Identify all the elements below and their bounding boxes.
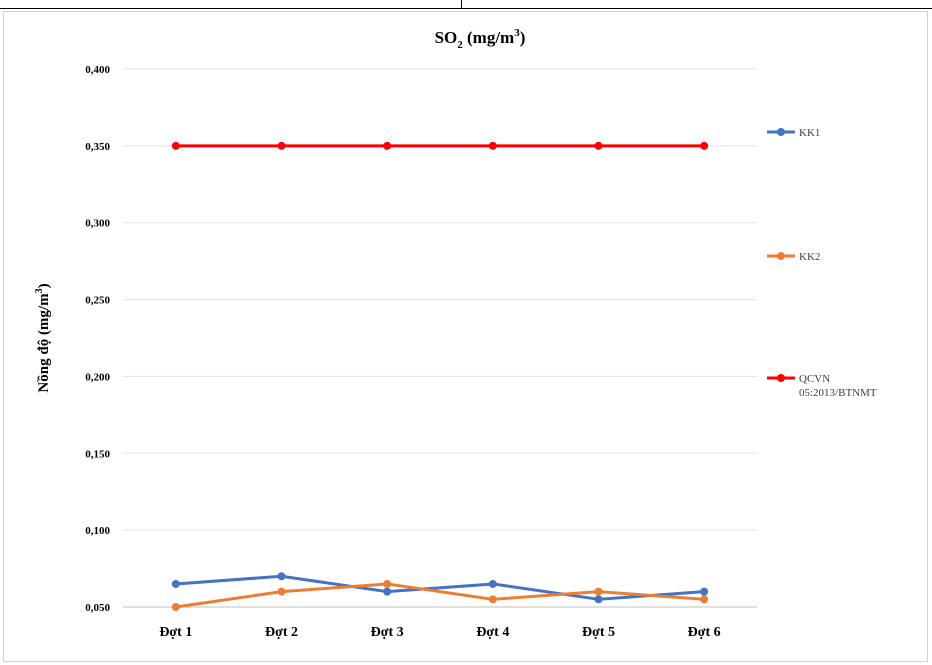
legend-entry: QCVN 05:2013/BTNMT — [767, 373, 877, 399]
legend-swatch-marker — [777, 252, 785, 260]
data-point — [700, 587, 709, 596]
data-point — [383, 587, 392, 596]
chart-title: SO2 (mg/m3) — [435, 27, 526, 51]
y-tick-labels: 0,050 0,100 0,150 0,200 0,250 0,300 0,350 0,400 — [85, 64, 110, 614]
x-tick-label: Đợt 6 — [688, 625, 721, 640]
y-tick-label: 0,250 — [85, 295, 110, 307]
series-lines — [171, 141, 709, 611]
data-point — [700, 595, 709, 604]
data-point — [383, 579, 392, 588]
legend-label: QCVN — [799, 373, 830, 385]
data-point — [277, 572, 286, 581]
data-point — [594, 595, 603, 604]
y-tick-label: 0,100 — [85, 525, 110, 537]
data-point — [700, 141, 709, 150]
legend-swatch-marker — [777, 128, 785, 136]
legend-label: KK2 — [799, 251, 820, 263]
y-tick-label: 0,050 — [85, 602, 110, 614]
series-line — [174, 582, 706, 609]
chart-frame — [3, 11, 928, 662]
series-kk2 — [171, 579, 709, 611]
page-top-divider — [461, 0, 462, 9]
x-tick-label: Đợt 3 — [371, 625, 404, 640]
data-point — [488, 595, 497, 604]
data-point — [171, 141, 180, 150]
data-point — [488, 579, 497, 588]
data-point — [488, 141, 497, 150]
x-tick-label: Đợt 4 — [476, 625, 509, 640]
data-point — [277, 141, 286, 150]
legend-entry: KK1 — [767, 127, 820, 139]
data-point — [594, 141, 603, 150]
y-tick-label: 0,350 — [85, 141, 110, 153]
data-point — [277, 587, 286, 596]
data-point — [594, 587, 603, 596]
data-point — [171, 603, 180, 611]
data-point — [171, 579, 180, 588]
grid-lines — [123, 68, 757, 608]
series-line — [174, 574, 706, 601]
legend-swatch-marker — [777, 374, 785, 382]
y-tick-label: 0,400 — [85, 64, 110, 76]
y-tick-label: 0,150 — [85, 448, 110, 460]
series-qcvn-05-2013-btnmt — [171, 141, 709, 150]
legend-label: 05:2013/BTNMT — [799, 387, 877, 399]
x-tick-label: Đợt 1 — [159, 625, 192, 640]
y-axis-label: Nồng độ (mg/m3) — [34, 283, 52, 392]
series-kk1 — [171, 572, 709, 604]
legend: KK1 KK2 QCVN 05:2013/BTNMT — [767, 127, 877, 399]
legend-label: KK1 — [799, 127, 820, 139]
page-top-rule — [0, 8, 932, 9]
y-tick-label: 0,200 — [85, 371, 110, 383]
legend-entry: KK2 — [767, 251, 820, 263]
data-point — [383, 141, 392, 150]
x-tick-labels: Đợt 1 Đợt 2 Đợt 3 Đợt 4 Đợt 5 Đợt 6 — [159, 625, 720, 640]
x-tick-label: Đợt 5 — [582, 625, 615, 640]
x-tick-label: Đợt 2 — [265, 625, 298, 640]
y-tick-label: 0,300 — [85, 218, 110, 230]
